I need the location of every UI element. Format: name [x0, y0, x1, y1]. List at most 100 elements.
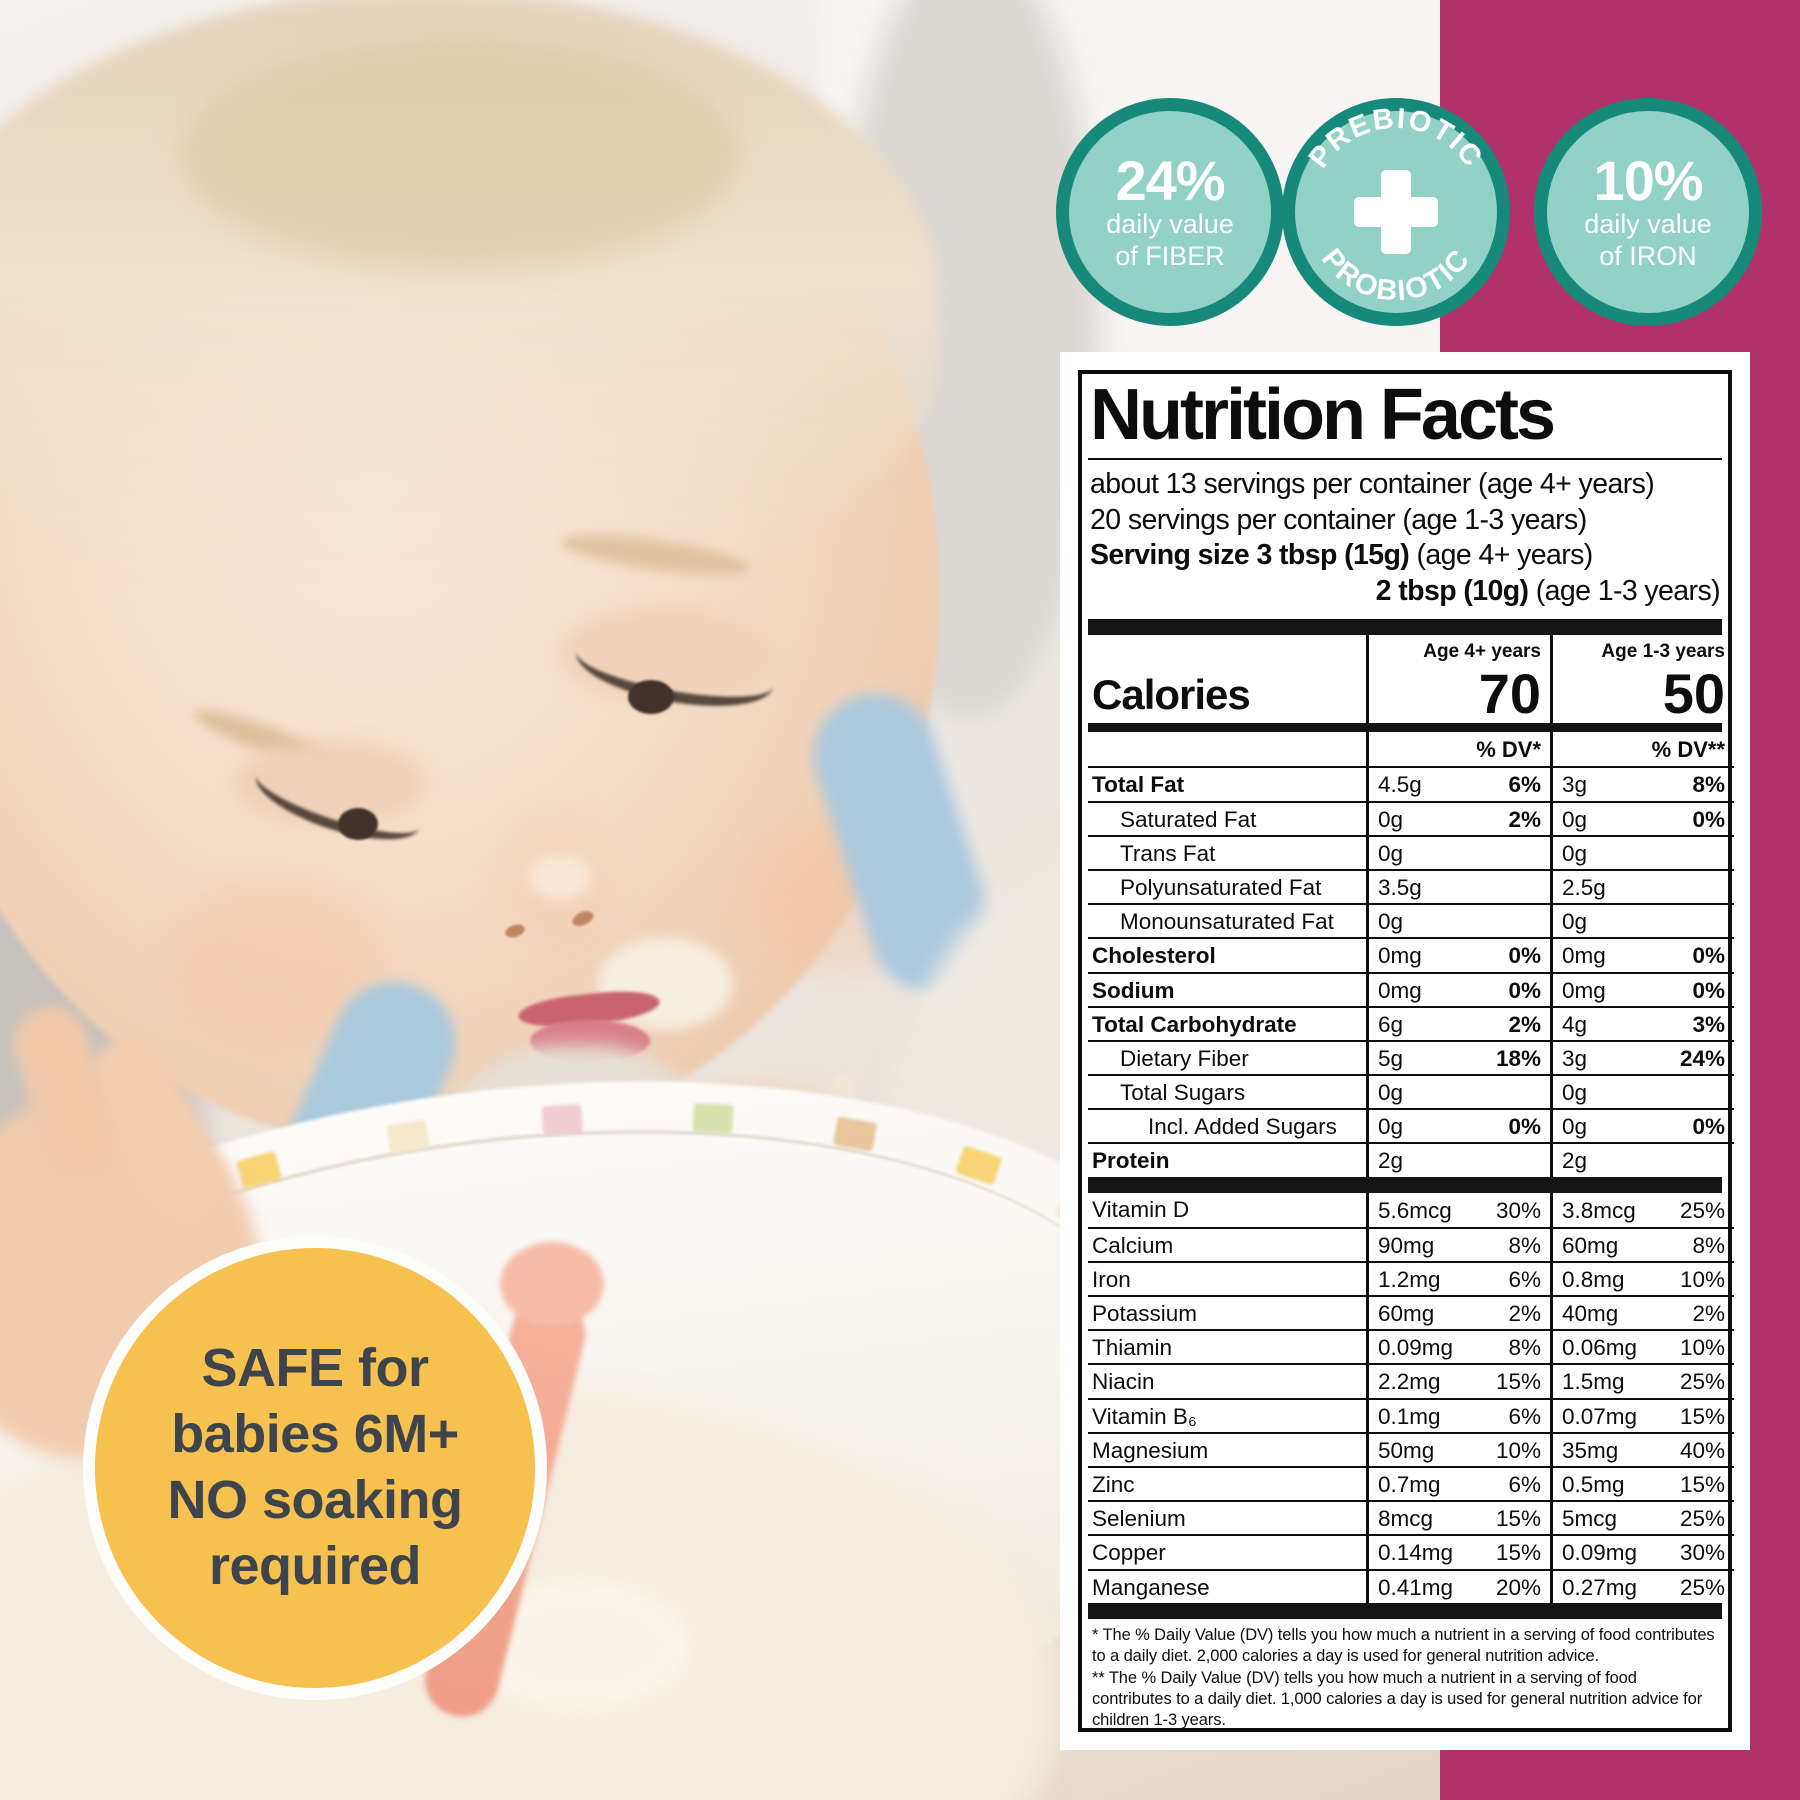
nutrient-amount: 3.8mcg [1562, 1198, 1636, 1224]
spacer-cell [1088, 732, 1366, 766]
nutrient-value-cell: 0.07mg 15% [1550, 1397, 1734, 1432]
nutrient-amount: 0.8mg [1562, 1266, 1625, 1292]
nutrient-value-cell: 0g [1366, 834, 1550, 869]
nutrient-label: Zinc [1092, 1471, 1135, 1497]
nutrient-amount: 0g [1562, 806, 1588, 832]
safety-sticker-text: SAFE for babies 6M+ NO soaking required [167, 1336, 463, 1600]
nutrient-label: Calcium [1092, 1232, 1174, 1258]
calories-row: Calories 70 50 [1088, 662, 1725, 726]
nutrient-amount: 0.5mg [1562, 1471, 1625, 1497]
nutrient-label-cell: Cholesterol [1088, 937, 1366, 971]
nutrient-row: Dietary Fiber 5g 18% 3g 24% [1088, 1039, 1734, 1075]
nutrient-value-cell: 0.14mg 15% [1366, 1534, 1550, 1569]
nutrient-amount: 0.14mg [1378, 1540, 1454, 1566]
nutrient-label: Manganese [1092, 1574, 1210, 1600]
serving-line: 2 tbsp (10g) (age 1-3 years) [1090, 574, 1721, 610]
dv-header-row: % DV* % DV** [1088, 732, 1725, 767]
nutrient-dv-percent: 0% [1508, 943, 1541, 969]
nutrient-row: Total Carbohydrate 6g 2% 4g 3% [1088, 1005, 1734, 1040]
dv-header-age13: % DV** [1550, 732, 1734, 767]
nutrient-dv-percent: 25% [1679, 1198, 1725, 1224]
nutrient-value-cell: 0.09mg 30% [1550, 1534, 1734, 1569]
nutrient-dv-percent: 3% [1692, 1011, 1725, 1037]
nutrient-amount: 2.2mg [1378, 1369, 1441, 1395]
nutrition-facts-title: Nutrition Facts [1088, 377, 1722, 460]
baby-nose-highlight [528, 855, 592, 899]
serving-info: about 13 servings per container (age 4+ … [1088, 460, 1722, 620]
nutrient-row: Saturated Fat 0g 2% 0g 0% [1088, 800, 1734, 835]
nutrient-amount: 4.5g [1378, 772, 1422, 798]
nutrient-dv-percent: 2% [1692, 1301, 1725, 1327]
nutrient-row: Total Sugars 0g 0g [1088, 1074, 1734, 1109]
nutrient-label: Niacin [1092, 1369, 1155, 1395]
dv-footnotes: * The % Daily Value (DV) tells you how m… [1088, 1619, 1722, 1734]
serving-text: Serving size 3 tbsp (15g) [1090, 539, 1410, 572]
nutrient-label: Monounsaturated Fat [1120, 909, 1334, 935]
nutrient-value-cell: 8mcg 15% [1366, 1500, 1550, 1535]
nutrient-label: Total Fat [1092, 772, 1185, 798]
nutrient-dv-percent: 6% [1508, 1266, 1541, 1292]
nutrient-amount: 5g [1378, 1045, 1404, 1071]
serving-text: (age 4+ years) [1409, 539, 1594, 572]
nutrient-amount: 50mg [1378, 1437, 1435, 1463]
nutrient-label-cell: Total Carbohydrate [1088, 1005, 1366, 1040]
nutrient-value-cell: 0g [1550, 903, 1734, 938]
badge-iron-line1: daily value [1584, 208, 1712, 239]
nutrient-dv-percent: 0% [1692, 977, 1725, 1003]
nutrient-amount: 0.27mg [1562, 1574, 1638, 1600]
nutrient-amount: 0g [1562, 1080, 1588, 1106]
nutrient-dv-percent: 0% [1692, 806, 1725, 832]
nutrient-label-cell: Sodium [1088, 971, 1366, 1006]
nutrient-label: Cholesterol [1092, 943, 1216, 969]
nutrient-dv-percent: 30% [1495, 1198, 1541, 1224]
footnote-dv-2000: * The % Daily Value (DV) tells you how m… [1092, 1625, 1715, 1666]
nutrient-dv-percent: 0% [1508, 977, 1541, 1003]
nutrient-dv-percent: 15% [1679, 1403, 1725, 1429]
nutrient-value-cell: 3.8mcg 25% [1550, 1192, 1734, 1227]
nutrient-label-cell: Vitamin B₆ [1088, 1397, 1366, 1432]
nutrient-value-cell: 0.27mg 25% [1550, 1568, 1734, 1603]
nutrient-amount: 0mg [1378, 977, 1422, 1003]
serving-line: Serving size 3 tbsp (15g) (age 4+ years) [1090, 538, 1720, 574]
nutrient-label: Saturated Fat [1120, 806, 1257, 832]
baby-iris-left [338, 808, 378, 840]
nutrient-amount: 0.7mg [1378, 1471, 1441, 1497]
nutrient-label-cell: Selenium [1088, 1500, 1366, 1534]
nutrient-dv-percent: 18% [1495, 1045, 1541, 1071]
nutrient-amount: 0.09mg [1378, 1335, 1454, 1361]
nutrient-label-cell: Calcium [1088, 1226, 1366, 1261]
nutrient-dv-percent: 6% [1508, 1471, 1541, 1497]
nutrient-row: Calcium 90mg 8% 60mg 8% [1088, 1226, 1734, 1261]
nutrient-row: Magnesium 50mg 10% 35mg 40% [1088, 1431, 1734, 1466]
nutrient-label-cell: Magnesium [1088, 1431, 1366, 1466]
nutrient-value-cell: 0mg 0% [1550, 971, 1734, 1006]
nutrient-row: Iron 1.2mg 6% 0.8mg 10% [1088, 1260, 1734, 1296]
badge-fiber-dv: 24% daily value of FIBER [1056, 98, 1284, 326]
nutrient-row: Incl. Added Sugars 0g 0% 0g 0% [1088, 1108, 1734, 1143]
plus-icon [1354, 170, 1438, 254]
nutrient-amount: 1.5mg [1562, 1369, 1625, 1395]
nutrient-row: Thiamin 0.09mg 8% 0.06mg 10% [1088, 1329, 1734, 1364]
nutrient-dv-percent: 15% [1495, 1369, 1541, 1395]
nutrient-value-cell: 0.06mg 10% [1550, 1329, 1734, 1364]
nutrient-row: Vitamin B₆ 0.1mg 6% 0.07mg 15% [1088, 1397, 1734, 1432]
badge-biotic-art: PREBIOTIC PROBIOTIC [1303, 102, 1488, 307]
nutrient-amount: 0g [1378, 1114, 1404, 1140]
divider-bar [1088, 619, 1722, 636]
nutrient-dv-percent: 8% [1692, 772, 1725, 798]
nutrient-label-cell: Potassium [1088, 1295, 1366, 1329]
nutrient-row: Niacin 2.2mg 15% 1.5mg 25% [1088, 1363, 1734, 1398]
nutrient-amount: 5.6mcg [1378, 1198, 1452, 1224]
nutrient-value-cell: 0g 0% [1366, 1108, 1550, 1143]
nutrient-amount: 60mg [1378, 1301, 1435, 1327]
nutrient-row: Manganese 0.41mg 20% 0.27mg 25% [1088, 1568, 1734, 1603]
nutrient-label-cell: Niacin [1088, 1363, 1366, 1397]
nutrient-amount: 0.07mg [1562, 1403, 1638, 1429]
col-header-age4: Age 4+ years [1366, 635, 1550, 664]
calories-age4-value: 70 [1478, 662, 1541, 726]
nutrient-label: Vitamin B₆ [1092, 1403, 1197, 1429]
nutrient-dv-percent: 40% [1679, 1437, 1725, 1463]
calories-label-cell: Calories [1088, 663, 1366, 723]
nutrient-dv-percent: 0% [1508, 1114, 1541, 1140]
